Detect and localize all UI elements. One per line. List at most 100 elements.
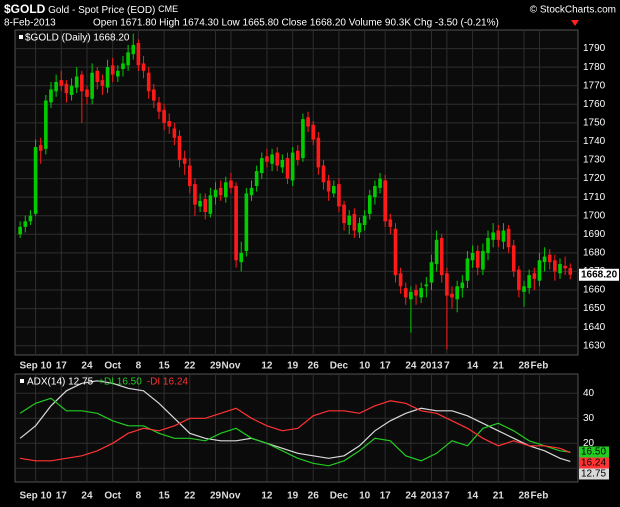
date: 8-Feb-2013 [4,18,56,29]
candle-body [481,251,485,270]
candle-body [419,288,423,298]
candle-body [434,239,439,264]
candle-body [542,256,547,263]
x-tick-label: 21 [493,491,505,502]
candle-body [229,180,233,188]
candle-body [244,193,249,251]
x-tick-label: 2013 [420,491,443,502]
candle-body [218,187,223,196]
x-tick-label: 12 [261,361,273,372]
x-tick-label: 22 [184,361,196,372]
candle-body [239,252,244,263]
candle-body [23,221,28,227]
candle-body [172,128,177,138]
x-tick-label: Nov [221,361,240,372]
candle-body [558,264,562,274]
candle-body [383,180,387,222]
candle-body [347,215,352,225]
candle-body [126,52,130,66]
legend-entry: +DI 16.50 [98,377,142,388]
candle-body [321,165,326,183]
x-tick-label: 17 [380,491,392,502]
x-tick-label: 19 [287,491,299,502]
x-tick-label: 24 [81,491,93,502]
x-tick-label: 28 [518,491,530,502]
candle-body [136,43,141,66]
candle-body [553,260,557,272]
plot-area [14,29,579,356]
quote: Open 1671.80 High 1674.30 Low 1665.80 Cl… [93,18,499,29]
candle-body [290,152,295,181]
y-tick-label: 1750 [583,117,606,128]
x-tick-label: 17 [380,361,392,372]
y-tick-label: 1760 [583,99,606,110]
y-tick-label: 1680 [583,247,606,258]
candle-body [496,230,501,240]
last-price-box [579,268,619,281]
y-tick-label: 30 [583,413,595,424]
candle-body [182,158,187,164]
x-tick-label: 29 [210,491,222,502]
candle-body [460,282,465,289]
candle-body [465,258,470,281]
y-tick-label: 1640 [583,322,606,333]
candle-body [475,251,480,268]
candle-body [74,76,79,88]
y-tick-label: 1790 [583,43,606,54]
x-tick-label: 10 [359,491,371,502]
candle-body [90,72,94,99]
candle-body [393,228,398,276]
candle-body [141,63,146,71]
candle-body [105,67,110,88]
candle-body [275,152,280,166]
x-tick-label: 10 [359,361,371,372]
candle-body [224,182,228,198]
x-tick-label: 14 [467,491,479,502]
x-tick-label: 24 [405,491,417,502]
candle-body [414,290,418,296]
candle-body [38,145,43,151]
candle-body [522,286,526,292]
candle-body [403,288,408,298]
x-tick-label: 26 [308,361,320,372]
legend-entry: ADX(14) 12.75 [27,377,94,388]
candle-body [337,184,341,207]
x-tick-label: 26 [308,491,320,502]
y-tick-label: 20 [583,438,595,449]
line-series [19,397,571,467]
candle-body [511,245,516,272]
candle-body [409,291,413,300]
candle-body [44,100,48,149]
candle-body [280,160,285,168]
down-arrow [571,20,579,26]
x-tick-label: Sep 10 [19,491,52,502]
candle-body [568,268,573,275]
candle-body [64,83,69,94]
candle-body [563,265,567,269]
legend-swatch [19,35,23,39]
candle-body [455,286,459,300]
candle-body [362,215,367,225]
candle-body [429,262,434,283]
legend-swatch [20,379,24,383]
candle-body [162,109,166,123]
x-tick-label: 24 [405,361,417,372]
y-tick-label: 1660 [583,285,606,296]
candle-body [501,230,506,242]
candle-body [486,238,490,253]
value-label: 16.50 [581,447,606,458]
symbol: $GOLD [4,2,46,16]
candle-body [378,178,382,188]
y-tick-label: 1740 [583,136,606,147]
candle-body [527,275,531,289]
x-tick-label: 7 [444,361,450,372]
x-tick-label: 2013 [420,361,443,372]
x-tick-label: 22 [184,491,196,502]
value-box [579,446,609,458]
candle-body [193,184,197,205]
instrument-name: Gold - Spot Price (EOD) [48,5,155,16]
title-line: $GOLD Gold - Spot Price (EOD) CME [4,2,178,16]
candle-body [445,273,449,296]
candle-body [18,226,22,235]
x-tick-label: Feb [531,361,549,372]
